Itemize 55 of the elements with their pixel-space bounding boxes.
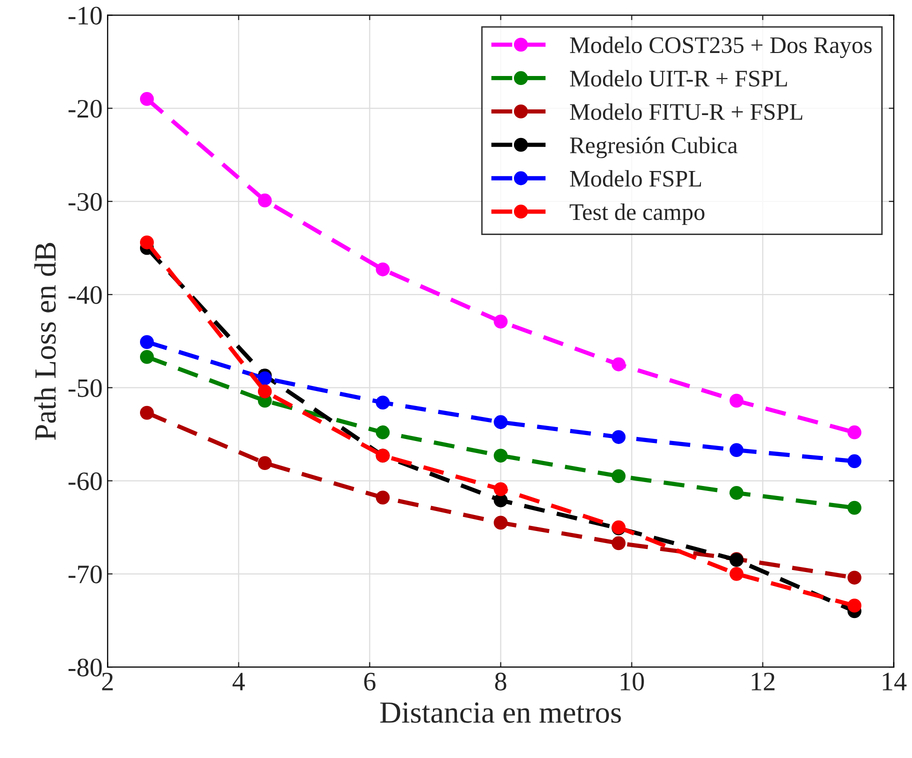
y-tick-label: -70 <box>68 566 102 584</box>
x-tick-label: 14 <box>882 672 907 690</box>
point <box>848 598 862 613</box>
y-axis-title: Path Loss en dB <box>34 242 56 440</box>
point <box>612 536 626 550</box>
point <box>140 350 154 364</box>
point <box>140 406 154 420</box>
point <box>140 235 154 250</box>
x-tick-label: 2 <box>102 672 113 690</box>
y-tick-label: -20 <box>68 100 102 118</box>
point <box>140 335 154 349</box>
point <box>730 566 744 581</box>
y-tick-label: -10 <box>68 6 102 25</box>
point <box>376 262 390 276</box>
point <box>376 396 390 410</box>
legend-label: Modelo FITU-R + FSPL <box>570 103 802 120</box>
point <box>730 394 744 408</box>
point <box>258 456 272 470</box>
point <box>848 500 862 515</box>
point <box>258 194 272 208</box>
x-tick-label: 10 <box>620 672 644 690</box>
x-axis-title: Distancia en metros <box>380 702 621 723</box>
point <box>612 430 626 444</box>
point <box>848 425 862 440</box>
point <box>258 371 272 386</box>
point <box>376 425 390 440</box>
x-tick-label: 12 <box>752 672 774 690</box>
x-tick-label: 6 <box>364 672 376 690</box>
point <box>494 415 508 430</box>
legend-label: Regresión Cubica <box>570 136 738 158</box>
x-tick-label: 4 <box>232 672 245 690</box>
legend-label: Test de campo <box>570 203 704 225</box>
x-tick-label: 8 <box>495 672 506 690</box>
point <box>848 454 862 468</box>
legend-label: Modelo FSPL <box>570 170 702 187</box>
point <box>258 384 272 398</box>
point <box>848 570 862 585</box>
point <box>730 443 744 457</box>
point <box>494 493 508 508</box>
point <box>140 92 154 106</box>
legend-label: Modelo UIT-R + FSPL <box>570 70 787 87</box>
point <box>612 469 626 484</box>
point <box>494 314 508 328</box>
point <box>494 516 508 530</box>
point <box>494 448 508 463</box>
point <box>730 486 744 500</box>
y-tick-label: -40 <box>68 286 102 304</box>
point <box>612 357 626 372</box>
y-tick-label: -80 <box>68 658 102 676</box>
y-tick-label: -30 <box>68 193 102 211</box>
y-tick-label: -60 <box>68 472 102 490</box>
point <box>494 482 508 496</box>
legend-label: Modelo COST235 + Dos Rayos <box>570 36 872 58</box>
point <box>376 490 390 504</box>
y-tick-label: -50 <box>68 379 102 398</box>
